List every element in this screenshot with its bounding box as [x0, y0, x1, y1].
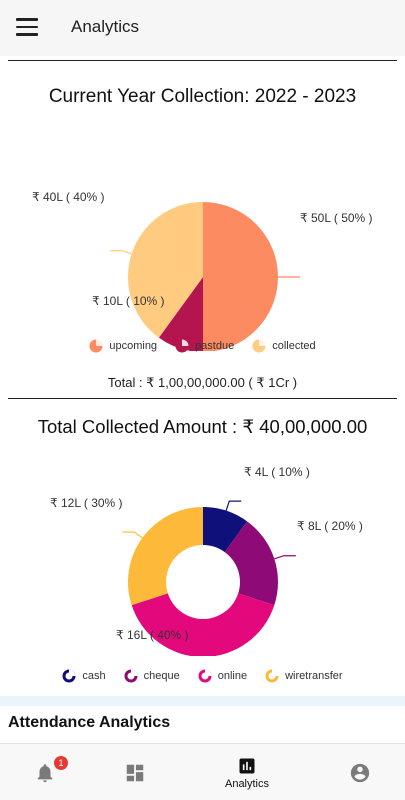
bottom-navigation: 1 Analytics — [0, 743, 405, 800]
legend-label: pastdue — [195, 340, 235, 352]
collected-value-label: ₹ 40L ( 40% ) — [32, 190, 105, 204]
section-separator — [0, 696, 405, 706]
pastdue-value-label: ₹ 10L ( 10% ) — [92, 294, 165, 308]
leader-line-collected — [110, 250, 132, 255]
slice-wiretransfer[interactable] — [128, 507, 203, 606]
nav-profile[interactable] — [335, 744, 385, 800]
legend-label: cheque — [143, 670, 180, 682]
legend-item-cheque[interactable]: cheque — [124, 669, 180, 683]
legend-item-collected[interactable]: collected — [252, 339, 316, 353]
online-value-label: ₹ 16L ( 40% ) — [116, 628, 189, 642]
donut-icon — [265, 669, 279, 683]
divider — [8, 398, 397, 399]
legend-label: cash — [82, 670, 106, 682]
leader-line-cheque — [274, 555, 296, 560]
collected-amount-title: Total Collected Amount : ₹ 40,00,000.00 — [37, 416, 368, 437]
legend-label: upcoming — [109, 340, 158, 352]
collection-total: Total : ₹ 1,00,00,000.00 ( ₹ 1Cr ) — [107, 375, 298, 390]
nav-dashboard[interactable] — [110, 744, 160, 800]
analytics-content[interactable]: Current Year Collection: 2022 - 2023 ₹ 5… — [0, 56, 405, 743]
slice-collected[interactable] — [128, 202, 203, 338]
notification-badge: 1 — [54, 756, 68, 770]
wiretransfer-value-label: ₹ 12L ( 30% ) — [50, 496, 123, 510]
slice-cheque[interactable] — [224, 521, 278, 606]
cash-value-label: ₹ 4L ( 10% ) — [244, 465, 310, 479]
legend-item-online[interactable]: online — [198, 669, 247, 683]
donut-icon — [198, 669, 212, 683]
cheque-value-label: ₹ 8L ( 20% ) — [297, 519, 363, 533]
nav-analytics[interactable]: Analytics — [212, 744, 282, 800]
legend-label: wiretransfer — [285, 670, 343, 682]
leader-line-cash — [225, 500, 242, 511]
legend-item-pastdue[interactable]: pastdue — [175, 339, 234, 353]
collection-chart-title: Current Year Collection: 2022 - 2023 — [48, 86, 357, 107]
legend-label: collected — [272, 340, 316, 352]
bell-icon — [37, 763, 53, 782]
legend-label: online — [217, 670, 248, 682]
collected-legend: cash cheque online wiretransfer — [0, 669, 405, 683]
slice-online[interactable] — [131, 593, 275, 656]
slice-pastdue[interactable] — [158, 277, 203, 351]
upcoming-value-label: ₹ 50L ( 50% ) — [300, 211, 373, 225]
legend-item-wiretransfer[interactable]: wiretransfer — [265, 669, 343, 683]
analytics-icon — [239, 758, 255, 773]
menu-icon[interactable] — [16, 18, 38, 36]
dashboard-icon — [126, 764, 144, 781]
app-bar: Analytics — [0, 0, 405, 56]
leader-line-wiretransfer — [122, 531, 143, 539]
page-title: Analytics — [71, 17, 140, 36]
collected-donut-chart: ₹ 4L ( 10% ) ₹ 8L ( 20% ) ₹ 16L ( 40% ) … — [50, 465, 363, 656]
pie-icon — [89, 339, 103, 353]
pie-icon — [252, 339, 266, 353]
nav-analytics-label: Analytics — [224, 777, 270, 790]
attendance-section-title: Attendance Analytics — [8, 714, 171, 731]
collection-legend: upcoming pastdue collected — [0, 339, 405, 353]
pie-icon — [175, 339, 189, 353]
nav-notifications[interactable] — [20, 744, 70, 800]
slice-upcoming[interactable] — [203, 202, 278, 351]
collection-pie-chart: ₹ 50L ( 50% ) ₹ 10L ( 10% ) ₹ 40L ( 40% … — [32, 190, 373, 351]
donut-icon — [62, 669, 76, 683]
divider — [8, 60, 397, 61]
legend-item-cash[interactable]: cash — [62, 669, 106, 683]
slice-cash[interactable] — [203, 507, 248, 553]
legend-item-upcoming[interactable]: upcoming — [89, 339, 157, 353]
account-circle-icon — [350, 763, 370, 782]
donut-icon — [124, 669, 138, 683]
